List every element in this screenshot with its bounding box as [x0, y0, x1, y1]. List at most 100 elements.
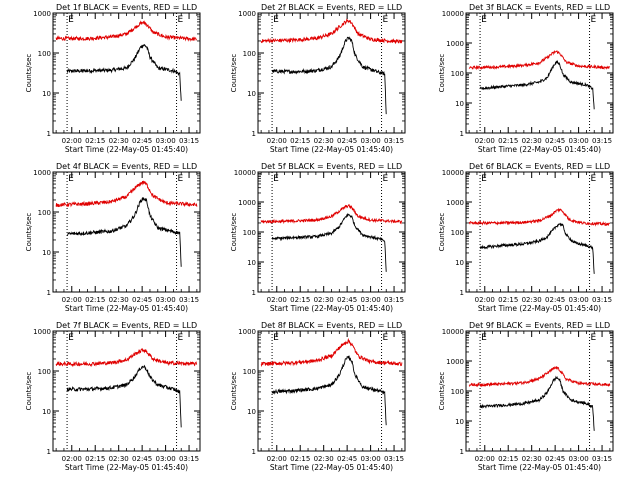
x-tick-label: 02:00: [62, 137, 82, 145]
x-tick-label: 02:30: [314, 455, 334, 463]
chart-title: Det 5f BLACK = Events, RED = LLD: [261, 162, 402, 171]
x-tick-label: 02:00: [62, 296, 82, 304]
marker-label: E: [591, 174, 597, 184]
y-tick-label: 100: [243, 229, 256, 237]
plot-frame: [465, 12, 614, 134]
y-tick-label: 1: [252, 448, 256, 456]
x-tick-label: 02:30: [314, 137, 334, 145]
marker-label: E: [383, 15, 389, 25]
y-tick-label: 100: [243, 368, 256, 376]
chart-panel: Det 6f BLACK = Events, RED = LLD 1 10 100 10…: [438, 162, 614, 313]
chart-title: Det 3f BLACK = Events, RED = LLD: [469, 3, 610, 12]
events-series-line: [271, 212, 387, 272]
y-tick-label: 1: [460, 448, 464, 456]
x-tick-label: 02:00: [267, 455, 287, 463]
events-series-line: [271, 36, 387, 115]
y-tick-label: 1000: [446, 358, 464, 366]
x-tick-label: 03:15: [592, 455, 612, 463]
chart-title: Det 1f BLACK = Events, RED = LLD: [56, 3, 197, 12]
x-tick-label: 02:15: [290, 455, 310, 463]
chart-title: Det 7f BLACK = Events, RED = LLD: [56, 321, 197, 330]
y-tick-label: 10: [247, 408, 256, 416]
x-tick-label: 03:00: [569, 137, 589, 145]
x-axis-label: Start Time (22-May-05 01:45:40): [270, 304, 393, 313]
y-tick-label: 10: [455, 259, 464, 267]
lld-series-line: [468, 50, 611, 71]
x-axis-label: Start Time (22-May-05 01:45:40): [65, 145, 188, 154]
x-tick-label: 02:30: [522, 455, 542, 463]
y-tick-label: 1: [47, 289, 51, 297]
y-tick-label: 10: [247, 259, 256, 267]
marker-label: E: [481, 333, 487, 343]
lld-series-line: [260, 204, 403, 225]
x-tick-label: 03:15: [179, 296, 199, 304]
marker-label: E: [68, 174, 74, 184]
x-tick-label: 02:45: [545, 455, 565, 463]
events-series-line: [66, 43, 182, 101]
lld-series-line: [468, 365, 611, 388]
events-series-line: [271, 355, 387, 426]
marker-label: E: [383, 333, 389, 343]
lld-series-line: [55, 20, 198, 42]
y-axis-label: Counts/sec: [230, 213, 238, 252]
x-tick-label: 03:15: [179, 455, 199, 463]
y-tick-label: 10: [42, 408, 51, 416]
marker-label: E: [383, 174, 389, 184]
y-tick-label: 10: [455, 418, 464, 426]
x-tick-label: 03:15: [592, 296, 612, 304]
x-axis-label: Start Time (22-May-05 01:45:40): [478, 463, 601, 472]
y-tick-label: 1: [460, 130, 464, 138]
y-tick-label: 1: [47, 448, 51, 456]
y-axis-label: Counts/sec: [25, 372, 33, 411]
y-axis-label: Counts/sec: [438, 54, 446, 93]
y-axis-label: Counts/sec: [25, 213, 33, 252]
y-tick-label: 1: [47, 130, 51, 138]
y-tick-label: 1000: [33, 10, 51, 18]
y-tick-label: 100: [451, 70, 464, 78]
marker-label: E: [68, 15, 74, 25]
y-tick-label: 1: [460, 289, 464, 297]
x-tick-label: 03:00: [156, 455, 176, 463]
x-tick-label: 02:45: [545, 296, 565, 304]
chart-panel: Det 3f BLACK = Events, RED = LLD 1 10 100 10…: [438, 3, 614, 154]
plot-frame: [465, 330, 614, 452]
x-tick-label: 03:00: [156, 296, 176, 304]
lld-series-line: [260, 337, 403, 368]
x-tick-label: 02:45: [132, 296, 152, 304]
x-tick-label: 02:15: [498, 296, 518, 304]
events-series-line: [479, 222, 595, 274]
x-tick-label: 03:00: [156, 137, 176, 145]
y-axis-label: Counts/sec: [230, 372, 238, 411]
y-tick-label: 1000: [33, 328, 51, 336]
marker-label: E: [273, 174, 279, 184]
lld-series-line: [260, 18, 403, 44]
x-axis-label: Start Time (22-May-05 01:45:40): [270, 145, 393, 154]
y-tick-label: 100: [243, 50, 256, 58]
x-tick-label: 03:00: [361, 296, 381, 304]
x-tick-label: 02:45: [132, 455, 152, 463]
x-tick-label: 03:15: [384, 296, 404, 304]
x-tick-label: 03:00: [361, 455, 381, 463]
x-tick-label: 02:15: [85, 455, 105, 463]
chart-title: Det 9f BLACK = Events, RED = LLD: [469, 321, 610, 330]
lld-series-line: [468, 207, 611, 227]
y-tick-label: 1: [252, 130, 256, 138]
y-tick-label: 1000: [446, 40, 464, 48]
chart-panel: Det 4f BLACK = Events, RED = LLD 1 10 100 10…: [25, 162, 201, 313]
y-tick-label: 100: [38, 368, 51, 376]
x-tick-label: 02:45: [132, 137, 152, 145]
x-axis-label: Start Time (22-May-05 01:45:40): [478, 304, 601, 313]
x-tick-label: 03:00: [361, 137, 381, 145]
x-tick-label: 02:15: [290, 296, 310, 304]
y-tick-label: 10000: [234, 169, 256, 177]
marker-label: E: [68, 333, 74, 343]
x-tick-label: 02:15: [85, 137, 105, 145]
lld-series-line: [55, 180, 198, 208]
x-tick-label: 02:30: [109, 455, 129, 463]
y-tick-label: 100: [38, 209, 51, 217]
x-tick-label: 03:15: [179, 137, 199, 145]
y-tick-label: 10000: [442, 10, 464, 18]
x-tick-label: 02:00: [62, 455, 82, 463]
x-tick-label: 02:15: [498, 137, 518, 145]
